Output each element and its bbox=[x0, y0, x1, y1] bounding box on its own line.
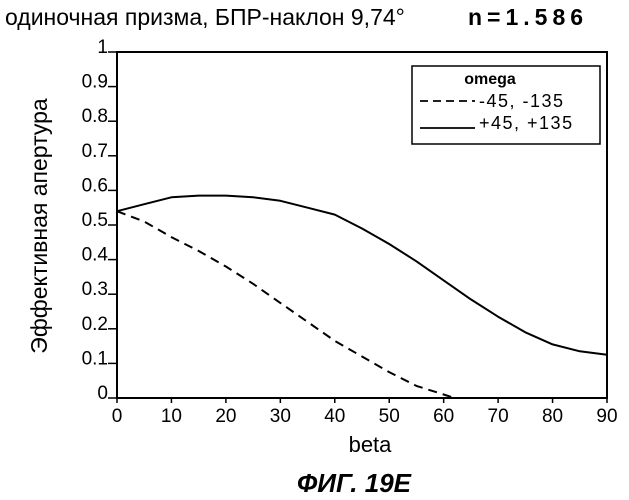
y-tick-label: 1 bbox=[97, 37, 108, 58]
x-axis: 0 10 20 30 40 50 60 70 80 90 bbox=[112, 398, 618, 427]
figure-caption: ФИГ. 19E bbox=[297, 468, 412, 498]
y-tick-label: 0.8 bbox=[82, 106, 108, 127]
x-tick-label: 70 bbox=[488, 406, 509, 427]
x-axis-label: beta bbox=[349, 432, 393, 457]
x-tick-label: 20 bbox=[215, 406, 236, 427]
x-tick-label: 40 bbox=[324, 406, 345, 427]
y-tick-label: 0.5 bbox=[82, 210, 108, 231]
y-axis: 0 0.1 0.2 0.3 0.4 0.5 0.6 0.7 0.8 0.9 1 bbox=[82, 37, 117, 404]
legend-label-2: +45, +135 bbox=[479, 113, 574, 133]
series-line-1 bbox=[117, 211, 455, 398]
x-tick-label: 50 bbox=[379, 406, 400, 427]
x-tick-label: 30 bbox=[270, 406, 291, 427]
y-tick-label: 0.7 bbox=[82, 141, 108, 162]
x-tick-label: 80 bbox=[542, 406, 563, 427]
x-tick-label: 60 bbox=[433, 406, 454, 427]
chart-title-param: n=1.586 bbox=[468, 4, 588, 30]
y-tick-label: 0.9 bbox=[82, 72, 108, 93]
y-tick-label: 0.1 bbox=[82, 348, 108, 369]
chart-title: одиночная призма, БПР-наклон 9,74° bbox=[5, 4, 405, 30]
y-tick-label: 0.3 bbox=[82, 279, 108, 300]
y-tick-label: 0 bbox=[97, 383, 108, 404]
x-tick-label: 0 bbox=[112, 406, 123, 427]
y-tick-label: 0.2 bbox=[82, 314, 108, 335]
series-group bbox=[117, 196, 607, 398]
x-tick-label: 90 bbox=[596, 406, 617, 427]
y-tick-label: 0.4 bbox=[82, 245, 109, 266]
legend-label-1: -45, -135 bbox=[479, 91, 565, 111]
legend: omega -45, -135+45, +135 bbox=[412, 66, 600, 144]
series-line-2 bbox=[117, 196, 607, 355]
y-tick-label: 0.6 bbox=[82, 175, 108, 196]
x-tick-label: 10 bbox=[161, 406, 182, 427]
y-axis-label: Эффективная апертура bbox=[26, 98, 52, 354]
legend-title: omega bbox=[464, 71, 516, 88]
